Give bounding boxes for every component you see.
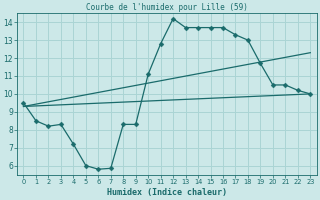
X-axis label: Humidex (Indice chaleur): Humidex (Indice chaleur) [107, 188, 227, 197]
Title: Courbe de l'humidex pour Lille (59): Courbe de l'humidex pour Lille (59) [86, 3, 248, 12]
